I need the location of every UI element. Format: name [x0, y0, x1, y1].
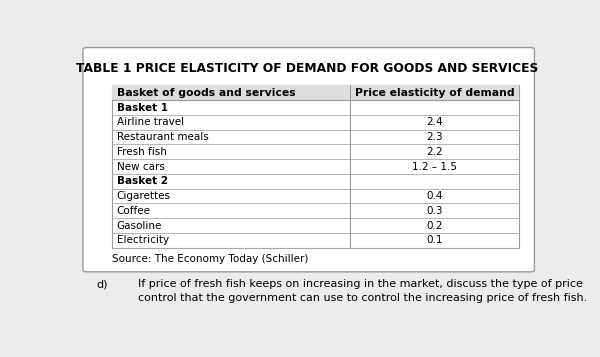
- Text: 2.2: 2.2: [427, 147, 443, 157]
- Text: TABLE 1 PRICE ELASTICITY OF DEMAND FOR GOODS AND SERVICES: TABLE 1 PRICE ELASTICITY OF DEMAND FOR G…: [76, 62, 539, 75]
- Text: d): d): [96, 279, 107, 289]
- Bar: [112, 85, 519, 100]
- Text: 0.4: 0.4: [427, 191, 443, 201]
- Text: 1.2 – 1.5: 1.2 – 1.5: [412, 161, 457, 172]
- Text: Coffee: Coffee: [117, 206, 151, 216]
- Text: Airline travel: Airline travel: [117, 117, 184, 127]
- Text: If price of fresh fish keeps on increasing in the market, discuss the type of pr: If price of fresh fish keeps on increasi…: [138, 279, 587, 303]
- FancyBboxPatch shape: [83, 47, 535, 272]
- Text: Source: The Economy Today (Schiller): Source: The Economy Today (Schiller): [112, 254, 308, 264]
- Text: Restaurant meals: Restaurant meals: [117, 132, 209, 142]
- Text: Price elasticity of demand: Price elasticity of demand: [355, 88, 514, 98]
- Text: Gasoline: Gasoline: [117, 221, 162, 231]
- Text: 0.2: 0.2: [427, 221, 443, 231]
- Text: Basket of goods and services: Basket of goods and services: [117, 88, 295, 98]
- Text: 0.1: 0.1: [427, 235, 443, 245]
- Text: 0.3: 0.3: [427, 206, 443, 216]
- Bar: [112, 85, 519, 248]
- Text: Fresh fish: Fresh fish: [117, 147, 167, 157]
- Text: 2.3: 2.3: [427, 132, 443, 142]
- Text: Basket 1: Basket 1: [117, 102, 168, 112]
- Text: Basket 2: Basket 2: [117, 176, 168, 186]
- Text: Electricity: Electricity: [117, 235, 169, 245]
- Text: Cigarettes: Cigarettes: [117, 191, 171, 201]
- Text: New cars: New cars: [117, 161, 165, 172]
- Text: 2.4: 2.4: [427, 117, 443, 127]
